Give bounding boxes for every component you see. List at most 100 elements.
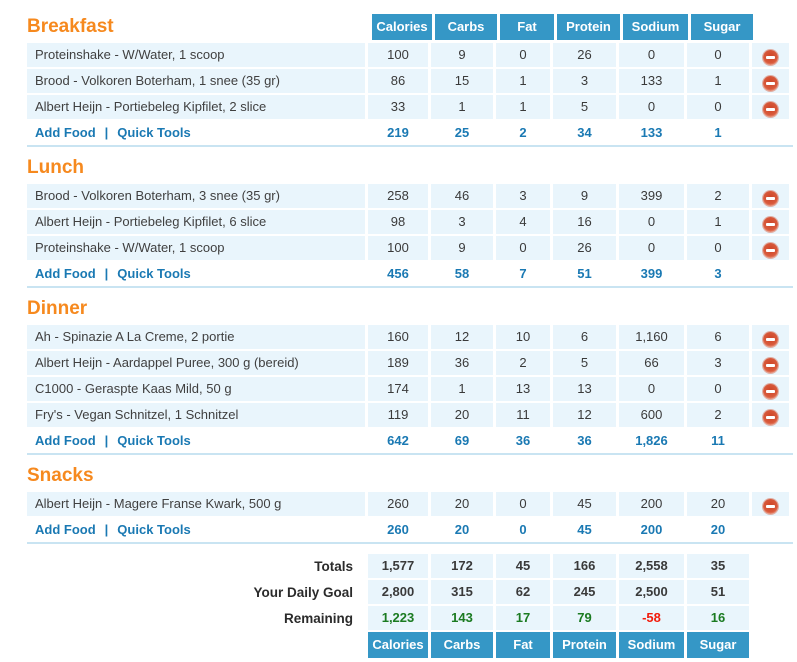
cell-sugar: 0 — [687, 95, 749, 119]
summary-your-daily-goal-sodium: 2,500 — [619, 580, 684, 604]
cell-sodium: 133 — [619, 69, 684, 93]
cell-sugar: 6 — [687, 325, 749, 349]
cell-sugar: 0 — [687, 43, 749, 67]
cell-sodium: 200 — [619, 492, 684, 516]
quick-tools-link[interactable]: Quick Tools — [117, 433, 191, 448]
cell-fat: 13 — [496, 377, 550, 401]
add-food-link[interactable]: Add Food — [35, 266, 96, 281]
food-entry-link[interactable]: Albert Heijn - Aardappel Puree, 300 g (b… — [35, 355, 299, 370]
food-entry-link[interactable]: Albert Heijn - Portiebeleg Kipfilet, 6 s… — [35, 214, 267, 229]
summary-totals-sugar: 35 — [687, 554, 749, 578]
cell-carbs: 3 — [431, 210, 493, 234]
link-separator: | — [104, 266, 109, 281]
column-header-sugar: Sugar — [691, 14, 753, 40]
food-entry-link[interactable]: C1000 - Geraspte Kaas Mild, 50 g — [35, 381, 232, 396]
cell-protein: 12 — [553, 403, 616, 427]
food-name-cell: Albert Heijn - Portiebeleg Kipfilet, 6 s… — [27, 210, 365, 234]
column-header-row: Calories Carbs Fat Protein Sodium Sugar — [27, 632, 793, 658]
meal-section-snacks: Snacks Albert Heijn - Magere Franse Kwark… — [27, 463, 793, 544]
cell-fat: 11 — [496, 403, 550, 427]
meal-total-fat: 0 — [519, 522, 527, 537]
delete-minus-circle-icon[interactable] — [763, 216, 778, 232]
food-entry-link[interactable]: Brood - Volkoren Boterham, 1 snee (35 gr… — [35, 73, 280, 88]
add-food-link[interactable]: Add Food — [35, 433, 96, 448]
meal-heading-row-dinner: Dinner — [27, 296, 793, 323]
cell-protein: 26 — [553, 236, 616, 260]
summary-row-your-daily-goal: Your Daily Goal 2,800 315 62 245 2,500 51 — [27, 580, 793, 604]
food-row: Fry's - Vegan Schnitzel, 1 Schnitzel 119 2… — [27, 403, 793, 427]
delete-minus-circle-icon[interactable] — [763, 75, 778, 91]
cell-calories: 174 — [368, 377, 428, 401]
quick-tools-link[interactable]: Quick Tools — [117, 125, 191, 140]
delete-minus-circle-icon[interactable] — [763, 383, 778, 399]
delete-cell — [752, 377, 789, 401]
column-header-protein: Protein — [553, 632, 616, 658]
add-food-link[interactable]: Add Food — [35, 522, 96, 537]
meal-title-breakfast: Breakfast — [27, 16, 114, 37]
delete-minus-circle-icon[interactable] — [763, 49, 778, 65]
meal-total-carbs: 25 — [454, 125, 470, 140]
cell-calories: 119 — [368, 403, 428, 427]
summary-totals-protein: 166 — [553, 554, 616, 578]
meal-actions-row: Add Food | Quick Tools 260 20 0 45 200 20 — [27, 518, 793, 544]
delete-minus-circle-icon[interactable] — [763, 190, 778, 206]
delete-cell — [752, 236, 789, 260]
food-entry-link[interactable]: Albert Heijn - Magere Franse Kwark, 500 … — [35, 496, 282, 511]
meal-total-sodium: 399 — [640, 266, 663, 281]
add-food-link[interactable]: Add Food — [35, 125, 96, 140]
food-entry-link[interactable]: Fry's - Vegan Schnitzel, 1 Schnitzel — [35, 407, 239, 422]
food-row: Albert Heijn - Portiebeleg Kipfilet, 6 s… — [27, 210, 793, 234]
food-entry-link[interactable]: Proteinshake - W/Water, 1 scoop — [35, 240, 225, 255]
cell-carbs: 9 — [431, 43, 493, 67]
food-entry-link[interactable]: Ah - Spinazie A La Creme, 2 portie — [35, 329, 235, 344]
meal-total-sodium: 200 — [640, 522, 663, 537]
delete-minus-circle-icon[interactable] — [763, 242, 778, 258]
cell-protein: 16 — [553, 210, 616, 234]
meal-total-sugar: 3 — [714, 266, 722, 281]
cell-sodium: 0 — [619, 210, 684, 234]
cell-sugar: 20 — [687, 492, 749, 516]
meal-total-sugar: 11 — [711, 433, 725, 448]
cell-calories: 260 — [368, 492, 428, 516]
meal-section-dinner: Dinner Ah - Spinazie A La Creme, 2 portie… — [27, 296, 793, 455]
column-header-sodium: Sodium — [623, 14, 688, 40]
cell-carbs: 20 — [431, 403, 493, 427]
quick-tools-link[interactable]: Quick Tools — [117, 266, 191, 281]
food-entry-link[interactable]: Proteinshake - W/Water, 1 scoop — [35, 47, 225, 62]
cell-sugar: 1 — [687, 210, 749, 234]
your-daily-goal-label: Your Daily Goal — [27, 584, 365, 600]
cell-sugar: 0 — [687, 377, 749, 401]
delete-minus-circle-icon[interactable] — [763, 409, 778, 425]
delete-minus-circle-icon[interactable] — [763, 498, 778, 514]
cell-carbs: 1 — [431, 377, 493, 401]
delete-minus-circle-icon[interactable] — [763, 357, 778, 373]
delete-cell — [752, 69, 789, 93]
remaining-label: Remaining — [27, 610, 365, 626]
meal-total-protein: 34 — [577, 125, 592, 140]
delete-cell — [752, 403, 789, 427]
food-row: Albert Heijn - Magere Franse Kwark, 500 … — [27, 492, 793, 516]
meal-title-snacks: Snacks — [27, 465, 94, 486]
meal-title-lunch: Lunch — [27, 157, 84, 178]
food-row: Proteinshake - W/Water, 1 scoop 100 9 0 26 0 0 — [27, 43, 793, 67]
column-header-sodium: Sodium — [619, 632, 684, 658]
delete-minus-circle-icon[interactable] — [763, 331, 778, 347]
cell-fat: 0 — [496, 492, 550, 516]
food-entry-link[interactable]: Brood - Volkoren Boterham, 3 snee (35 gr… — [35, 188, 280, 203]
cell-protein: 3 — [553, 69, 616, 93]
food-name-cell: Albert Heijn - Portiebeleg Kipfilet, 2 s… — [27, 95, 365, 119]
summary-your-daily-goal-protein: 245 — [553, 580, 616, 604]
delete-minus-circle-icon[interactable] — [763, 101, 778, 117]
cell-protein: 6 — [553, 325, 616, 349]
food-entry-link[interactable]: Albert Heijn - Portiebeleg Kipfilet, 2 s… — [35, 99, 267, 114]
meal-total-calories: 642 — [387, 433, 409, 448]
delete-cell — [752, 351, 789, 375]
cell-sodium: 0 — [619, 377, 684, 401]
column-header-calories: Calories — [372, 14, 432, 40]
summary-remaining-calories: 1,223 — [368, 606, 428, 630]
quick-tools-link[interactable]: Quick Tools — [117, 522, 191, 537]
daily-summary: Totals 1,577 172 45 166 2,558 35 Your Daily Goa… — [27, 554, 793, 658]
cell-fat: 2 — [496, 351, 550, 375]
delete-cell — [752, 492, 789, 516]
cell-sugar: 2 — [687, 184, 749, 208]
